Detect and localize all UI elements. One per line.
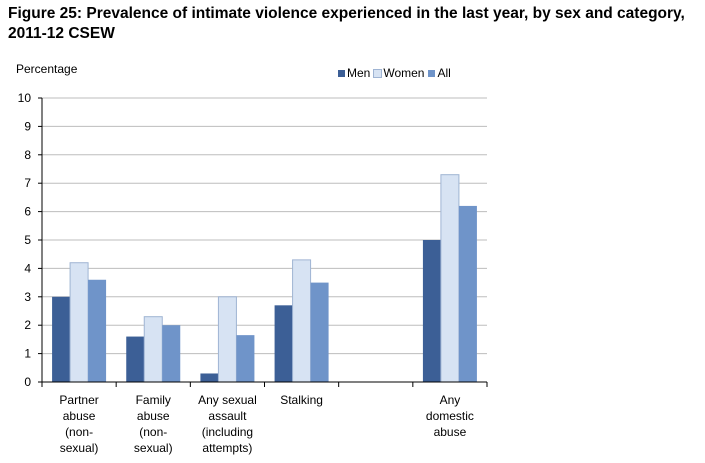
y-tick-label: 6 — [24, 205, 31, 219]
x-tick-label: Any — [440, 393, 461, 407]
bar-men — [422, 240, 441, 382]
legend-item-women: Women — [373, 66, 425, 80]
figure-title: Figure 25: Prevalence of intimate violen… — [8, 4, 703, 44]
x-tick-label: sexual) — [134, 441, 173, 455]
x-tick-label: domestic — [426, 409, 474, 423]
x-tick-label: abuse — [137, 409, 170, 423]
y-tick-label: 9 — [24, 119, 31, 133]
legend-label-men: Men — [347, 66, 371, 80]
x-tick-label: abuse — [63, 409, 96, 423]
x-tick-label: Partner — [59, 393, 98, 407]
legend-swatch-men — [338, 69, 345, 77]
y-tick-label: 3 — [24, 290, 31, 304]
legend-item-all: All — [428, 66, 451, 80]
chart-legend: Men Women All — [338, 66, 451, 80]
x-tick-label: Family — [136, 393, 171, 407]
x-tick-label: Any sexual — [198, 393, 257, 407]
y-tick-label: 2 — [24, 318, 31, 332]
x-tick-label: sexual) — [60, 441, 99, 455]
bar-all — [458, 205, 477, 382]
x-tick-label: (non- — [65, 425, 93, 439]
x-tick-label: attempts) — [202, 441, 252, 455]
legend-label-all: All — [437, 66, 451, 80]
figure-title-line-2: 2011-12 CSEW — [8, 25, 115, 42]
bar-women — [143, 316, 163, 383]
legend-item-men: Men — [338, 66, 370, 80]
y-axis-label: Percentage — [16, 62, 78, 76]
x-tick-label: abuse — [434, 425, 467, 439]
bar-women — [217, 296, 237, 383]
bar-all — [236, 335, 255, 382]
legend-label-women: Women — [383, 66, 425, 80]
bar-all — [88, 279, 107, 382]
bar-women — [292, 259, 312, 383]
bar-men — [200, 373, 219, 382]
y-tick-label: 4 — [24, 261, 31, 275]
legend-swatch-all — [428, 69, 436, 77]
bar-women — [69, 262, 89, 383]
y-tick-label: 5 — [24, 233, 31, 247]
x-tick-label: Stalking — [280, 393, 323, 407]
y-tick-label: 7 — [24, 176, 31, 190]
y-tick-label: 1 — [24, 347, 31, 361]
bar-men — [274, 305, 293, 382]
x-tick-label: (non- — [139, 425, 167, 439]
bar-all — [162, 325, 181, 382]
figure-title-line-1: Figure 25: Prevalence of intimate violen… — [8, 5, 685, 22]
y-tick-label: 8 — [24, 148, 31, 162]
bar-men — [52, 296, 71, 382]
x-tick-label: assault — [208, 409, 247, 423]
y-tick-label: 10 — [18, 91, 32, 105]
y-tick-label: 0 — [24, 375, 31, 389]
bar-women — [440, 174, 460, 383]
x-tick-label: (including — [202, 425, 253, 439]
bar-all — [310, 282, 329, 382]
legend-swatch-women — [373, 68, 383, 78]
bar-men — [126, 336, 145, 382]
